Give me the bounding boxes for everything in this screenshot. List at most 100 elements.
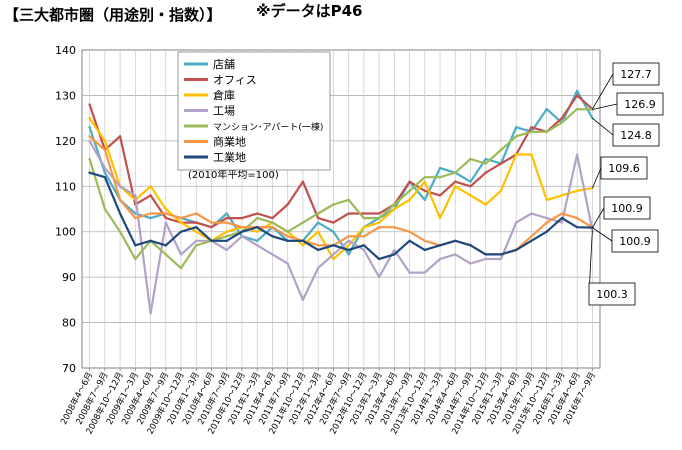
data-point — [88, 157, 91, 161]
callout-label: 100.9 — [611, 202, 643, 215]
callout-label: 127.7 — [620, 68, 652, 81]
data-point — [530, 130, 533, 133]
callout-box — [600, 156, 648, 180]
data-point — [164, 207, 167, 211]
data-point — [377, 225, 381, 229]
callout-box — [588, 282, 636, 306]
data-point — [469, 244, 472, 247]
data-point — [256, 244, 259, 247]
callout-leader — [592, 73, 614, 110]
legend-label: 倉庫 — [213, 88, 235, 102]
data-point — [134, 216, 137, 220]
data-point — [423, 271, 426, 274]
data-point — [332, 203, 335, 206]
data-point — [408, 271, 411, 274]
data-point — [316, 212, 320, 215]
data-point — [393, 203, 396, 206]
data-point — [164, 253, 167, 256]
data-point — [575, 107, 579, 111]
y-tick-label: 80 — [62, 317, 76, 330]
data-point — [103, 171, 107, 174]
data-point — [332, 230, 335, 233]
data-point — [301, 298, 305, 302]
data-point — [195, 212, 198, 215]
data-point — [575, 225, 579, 229]
legend-label: マンション･アパート(一棟) — [213, 121, 323, 133]
data-point — [362, 244, 366, 247]
data-point — [347, 212, 350, 215]
data-point — [454, 171, 457, 174]
data-point — [179, 230, 183, 233]
data-point — [454, 253, 457, 256]
data-point — [179, 216, 183, 220]
data-point — [377, 221, 381, 224]
callout-leader — [592, 167, 602, 189]
data-point — [377, 257, 381, 261]
data-point — [408, 198, 411, 202]
data-point — [149, 312, 152, 315]
data-point — [454, 185, 457, 188]
data-point — [286, 262, 289, 265]
data-point — [118, 185, 122, 188]
data-point — [256, 216, 259, 220]
legend-label: 店舗 — [213, 57, 235, 71]
data-point — [347, 198, 350, 202]
series-line — [88, 107, 594, 270]
data-point — [301, 244, 305, 247]
data-point — [88, 116, 91, 120]
data-point — [438, 216, 442, 220]
y-tick-label: 90 — [62, 271, 76, 284]
callout-label: 100.3 — [596, 288, 628, 301]
data-point — [560, 212, 564, 215]
data-point — [286, 239, 289, 242]
data-point — [271, 225, 274, 229]
callout-label: 124.8 — [620, 129, 652, 142]
data-point — [484, 257, 487, 261]
data-point — [438, 257, 442, 261]
data-point — [408, 180, 411, 183]
data-point — [560, 121, 564, 124]
callout-box — [603, 196, 651, 220]
data-point — [484, 171, 487, 174]
data-point — [164, 212, 167, 215]
data-point — [499, 148, 503, 152]
data-point — [332, 253, 335, 256]
series-line — [88, 171, 594, 261]
data-point — [179, 253, 183, 256]
callout-box — [612, 123, 660, 147]
data-point — [454, 239, 457, 242]
data-point — [469, 262, 472, 265]
data-point — [271, 216, 274, 220]
data-point — [179, 266, 183, 270]
data-point — [316, 230, 320, 233]
data-point — [499, 257, 503, 261]
legend-label: 商業地 — [213, 135, 246, 149]
data-point — [134, 194, 137, 197]
callout-leader — [592, 103, 618, 110]
data-point — [103, 166, 107, 170]
callout-label: 100.9 — [619, 235, 651, 248]
data-point — [347, 248, 350, 252]
data-point — [316, 216, 320, 220]
data-point — [103, 139, 107, 143]
data-point — [545, 230, 548, 233]
data-point — [103, 148, 107, 152]
data-point — [545, 130, 548, 133]
data-point — [118, 212, 122, 215]
data-point — [88, 135, 91, 138]
data-point — [149, 216, 152, 220]
data-point — [316, 266, 320, 270]
data-point — [575, 216, 579, 220]
y-tick-label: 100 — [55, 226, 76, 239]
data-point — [515, 221, 518, 224]
data-point — [575, 89, 579, 93]
data-point — [545, 107, 548, 111]
data-point — [103, 207, 107, 211]
data-point — [560, 116, 564, 120]
data-point — [195, 239, 198, 242]
data-point — [210, 225, 213, 229]
data-point — [423, 198, 426, 202]
data-point — [515, 135, 518, 138]
data-point — [423, 176, 426, 179]
data-point — [286, 230, 289, 233]
